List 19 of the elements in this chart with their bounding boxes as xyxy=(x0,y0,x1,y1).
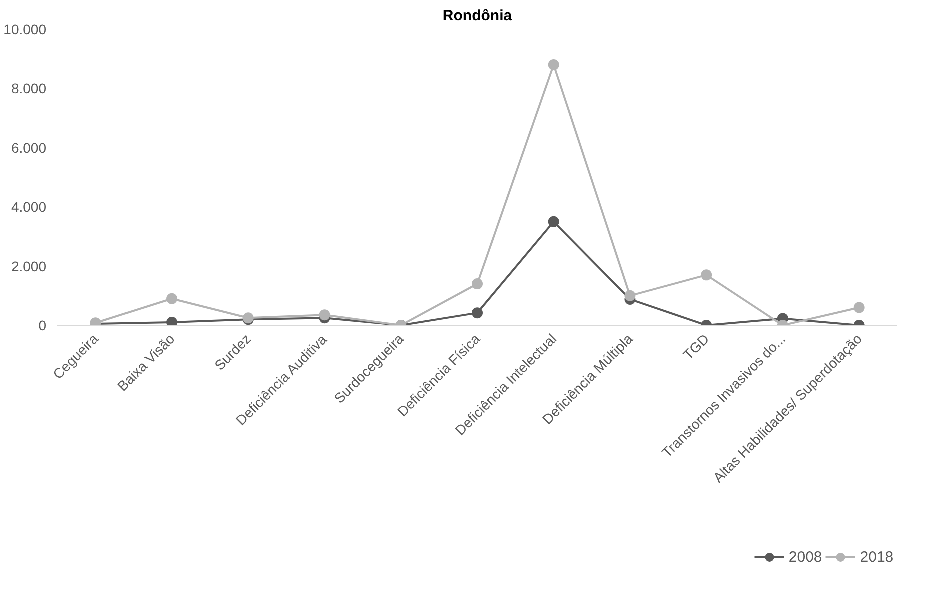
point xyxy=(624,290,636,302)
y-tick-label: 6.000 xyxy=(11,140,47,156)
x-tick-label: TGD xyxy=(680,330,712,364)
point xyxy=(548,216,560,228)
point xyxy=(701,270,712,281)
point xyxy=(472,278,483,290)
point xyxy=(854,302,865,314)
y-tick-label: 2.000 xyxy=(11,258,47,274)
y-tick-label: 10.000 xyxy=(4,22,47,38)
chart-title: Rondônia xyxy=(442,8,513,24)
point xyxy=(472,308,483,319)
legend-label: 2008 xyxy=(788,548,822,566)
legend-label: 2018 xyxy=(860,548,894,566)
y-tick-label: 8.000 xyxy=(11,80,47,97)
point xyxy=(319,310,330,321)
point xyxy=(548,60,560,71)
point xyxy=(166,293,178,304)
y-tick-label: 4.000 xyxy=(11,199,47,216)
y-tick-label: 0 xyxy=(38,318,47,334)
